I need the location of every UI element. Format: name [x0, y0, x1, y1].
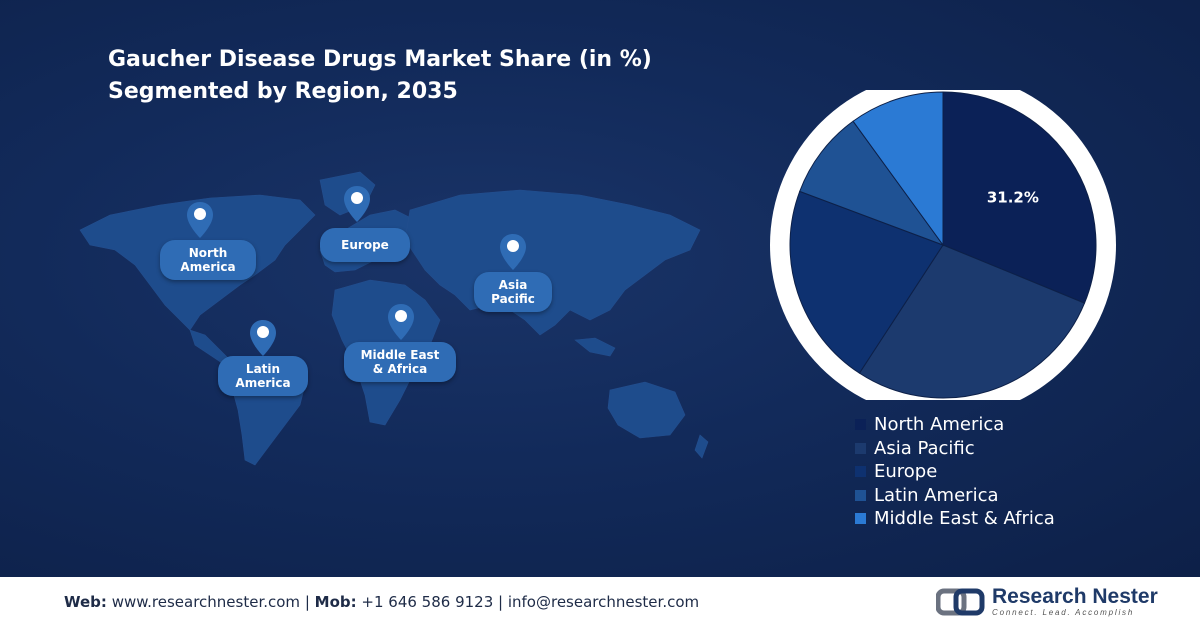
legend-label: Europe [874, 461, 938, 483]
logo-tagline: Connect. Lead. Accomplish [992, 608, 1135, 617]
legend-swatch [855, 489, 866, 501]
region-label-line: & Africa [372, 362, 428, 376]
map-pin-icon [500, 234, 526, 270]
region-label-asia-pacific: Asia Pacific [474, 272, 552, 312]
separator: | [493, 593, 508, 611]
chart-title: Gaucher Disease Drugs Market Share (in %… [108, 44, 652, 108]
legend-item: North America [855, 413, 1055, 437]
title-line-2: Segmented by Region, 2035 [108, 79, 458, 104]
legend-swatch [855, 513, 866, 525]
legend-item: Latin America [855, 484, 1055, 508]
pie-data-label: 31.2% [987, 189, 1039, 207]
legend-label: Asia Pacific [874, 437, 975, 459]
region-label-line: Europe [341, 238, 389, 252]
map-pin-icon [388, 304, 414, 340]
footer-contact: Web: www.researchnester.com | Mob: +1 64… [64, 593, 699, 611]
research-nester-logo: Research Nester Connect. Lead. Accomplis… [936, 586, 1158, 617]
legend: North America Asia Pacific Europe Latin Ame… [855, 413, 1055, 531]
legend-item: Middle East & Africa [855, 507, 1055, 531]
asia-landmass [404, 189, 701, 336]
logo-icon [936, 588, 985, 615]
pie-slice-asia-pacific [858, 244, 1086, 399]
region-label-latin-america: Latin America [218, 356, 308, 396]
mob-label: Mob: [314, 593, 357, 611]
region-label-north-america: North America [160, 240, 256, 280]
footer: Web: www.researchnester.com | Mob: +1 64… [0, 577, 1200, 628]
region-label-line: Latin [245, 362, 281, 376]
map-pin-icon [187, 202, 213, 238]
legend-swatch [855, 466, 866, 478]
region-label-line: Pacific [491, 292, 535, 306]
region-label-line: America [235, 376, 291, 390]
legend-label: Latin America [874, 484, 999, 506]
pie-slice-latin-america [799, 120, 945, 247]
title-line-1: Gaucher Disease Drugs Market Share (in %… [108, 47, 652, 72]
phone-number: +1 646 586 9123 [361, 593, 494, 611]
region-label-europe: Europe [320, 228, 410, 262]
logo-name: Research Nester [992, 585, 1158, 608]
southeast-asia-islands [574, 337, 616, 357]
map-pin-icon [344, 186, 370, 222]
map-pin-icon [250, 320, 276, 356]
legend-item: Asia Pacific [855, 437, 1055, 461]
web-label: Web: [64, 593, 107, 611]
region-label-middle-east-africa: Middle East & Africa [344, 342, 456, 382]
legend-swatch [855, 442, 866, 454]
legend-label: North America [874, 414, 1005, 436]
legend-label: Middle East & Africa [874, 508, 1055, 530]
pie-slice-europe [789, 190, 944, 374]
pie-slice-north-america [942, 91, 1097, 304]
pie-chart: 31.2% [770, 90, 1116, 400]
pie-slice-middle-east-africa [852, 91, 944, 247]
email-link[interactable]: info@researchnester.com [507, 593, 700, 611]
region-label-line: Asia [498, 278, 528, 292]
region-label-line: Middle East [360, 348, 440, 362]
separator: | [300, 593, 315, 611]
new-zealand-landmass [694, 434, 709, 459]
legend-swatch [855, 419, 866, 431]
web-link[interactable]: www.researchnester.com [111, 593, 301, 611]
infographic-panel: Gaucher Disease Drugs Market Share (in %… [0, 0, 1200, 577]
australia-landmass [607, 381, 686, 439]
region-label-line: America [180, 260, 236, 274]
region-label-line: North [188, 246, 228, 260]
legend-item: Europe [855, 460, 1055, 484]
